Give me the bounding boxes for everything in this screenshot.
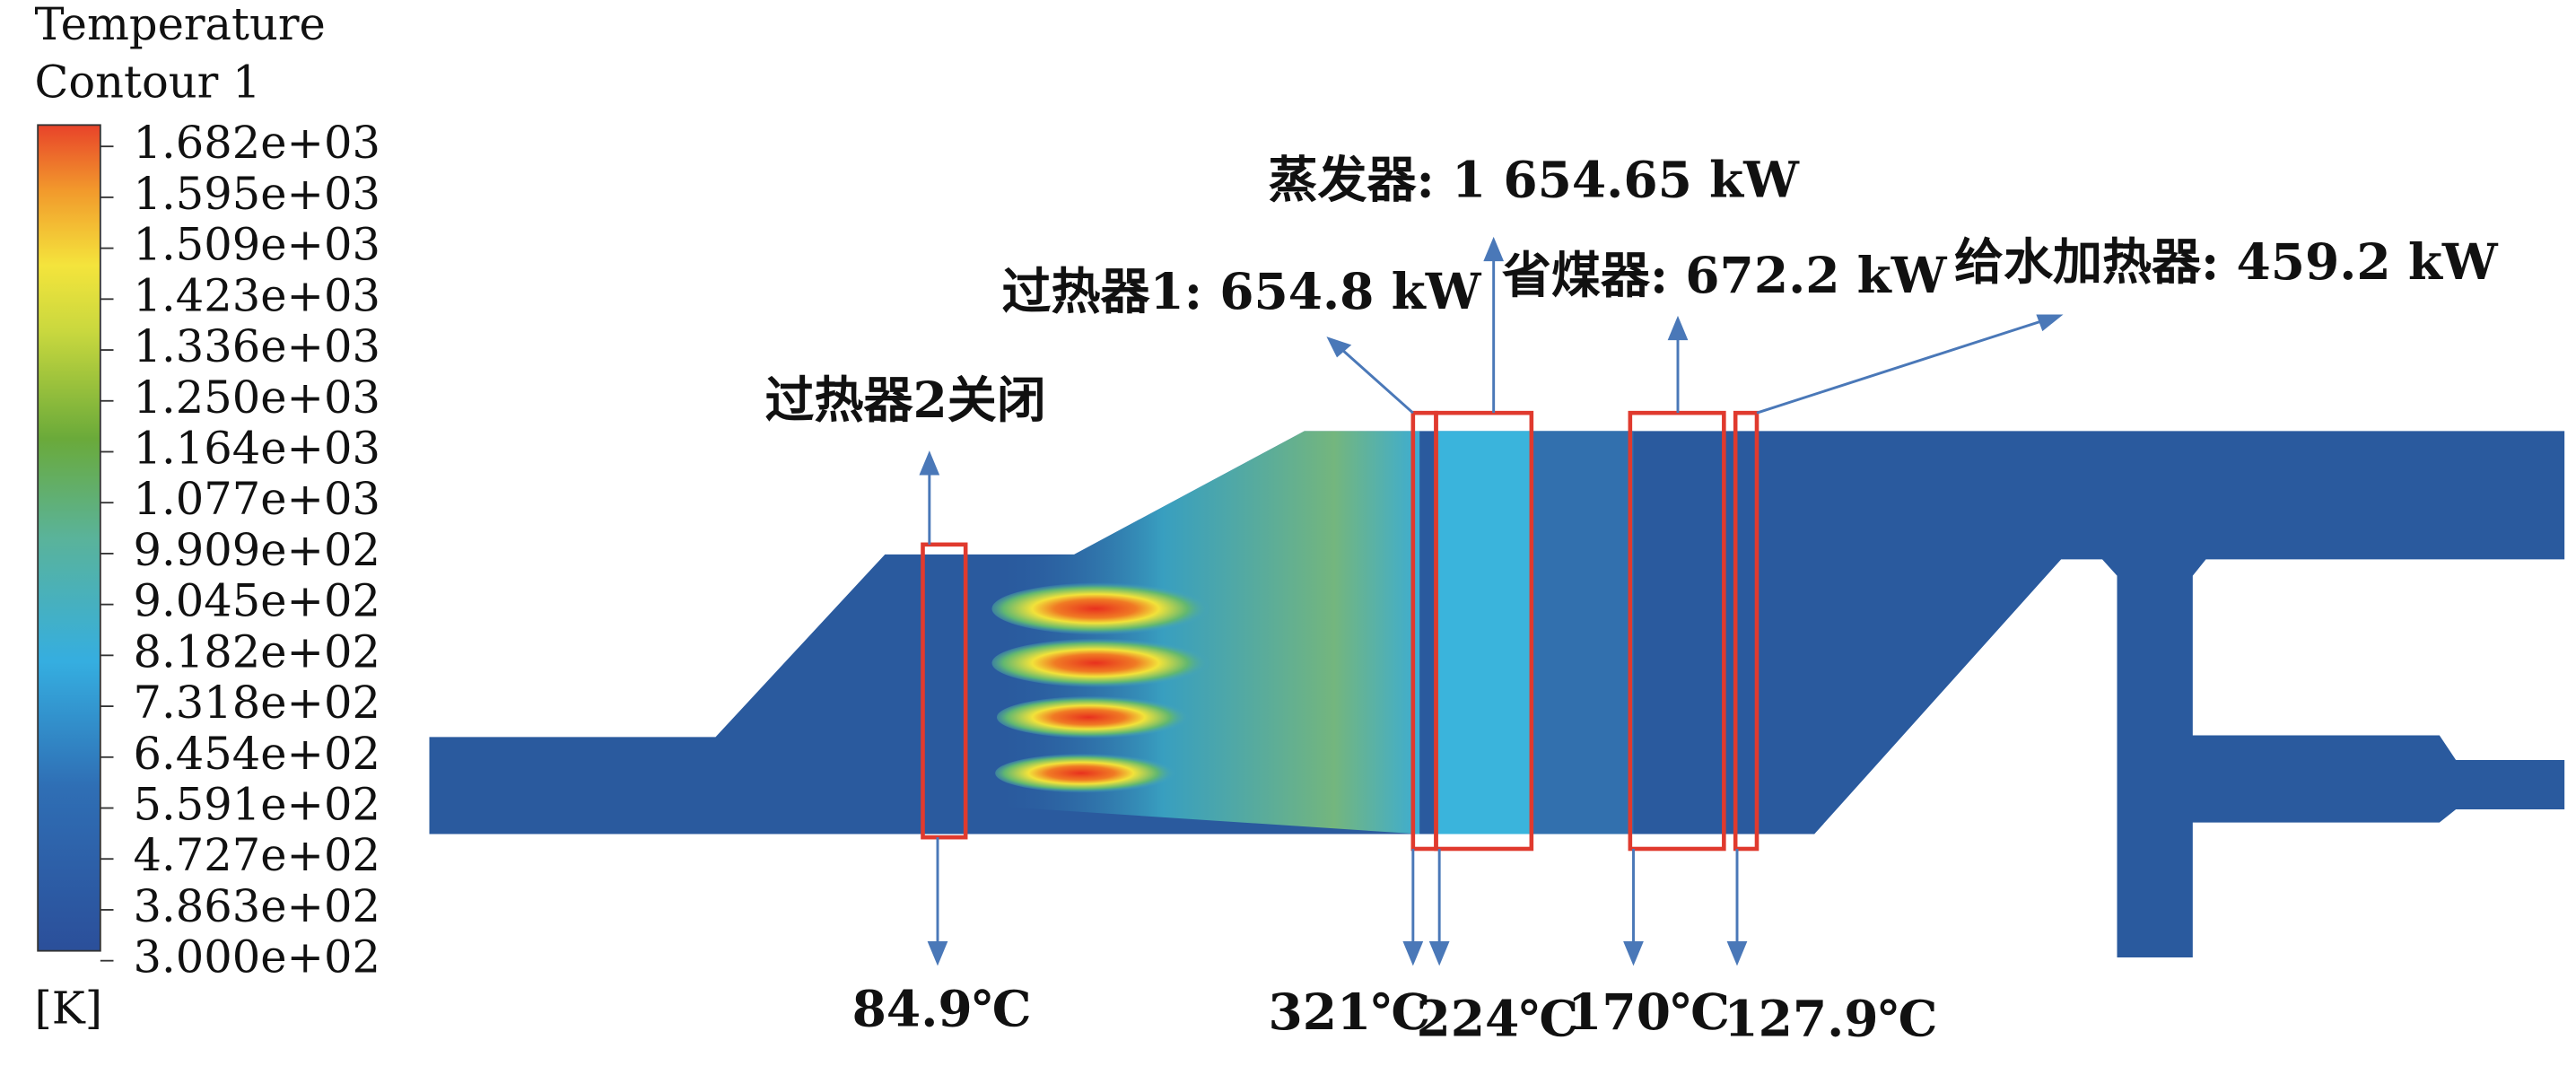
- colorbar-label: 3.863e+02: [134, 880, 380, 932]
- temperature-label: 170℃: [1567, 983, 1730, 1041]
- temperature-label: 321℃: [1269, 983, 1431, 1041]
- legend-subtitle: Contour 1: [35, 56, 261, 108]
- legend-unit: [K]: [35, 983, 103, 1035]
- legend-title: Temperature: [35, 0, 326, 50]
- annotation: 过热器2关闭: [765, 371, 1046, 429]
- colorbar-label: 1.423e+03: [134, 269, 380, 321]
- annotation: 过热器1: 654.8 kW: [1002, 262, 1482, 320]
- box: [921, 542, 968, 840]
- temperature-label: 224℃: [1417, 989, 1579, 1047]
- colorbar-label: 9.909e+02: [134, 524, 380, 576]
- flame: [997, 695, 1201, 739]
- colorbar-label: 4.727e+02: [134, 829, 380, 881]
- flame: [991, 638, 1223, 688]
- colorbar-label: 7.318e+02: [134, 677, 380, 729]
- temperature-label: 84.9℃: [852, 979, 1032, 1037]
- colorbar-label: 8.182e+02: [134, 625, 380, 677]
- colorbar-label: 6.454e+02: [134, 728, 380, 780]
- flames: [991, 582, 1223, 793]
- economizer-zone: [1531, 431, 1634, 834]
- colorbar: [37, 124, 101, 952]
- colorbar-label: 1.682e+03: [134, 117, 380, 169]
- evaporator-zone: [1436, 431, 1532, 834]
- flame: [995, 753, 1186, 793]
- box: [1733, 410, 1760, 852]
- colorbar-label: 1.336e+03: [134, 320, 380, 372]
- annotation: 蒸发器: 1 654.65 kW: [1269, 150, 1801, 208]
- colorbar-label: 1.250e+03: [134, 371, 380, 424]
- colorbar-label: 9.045e+02: [134, 575, 380, 627]
- colorbar-label: 1.595e+03: [134, 168, 380, 220]
- colorbar-label: 1.164e+03: [134, 422, 380, 474]
- annotation: 省煤器: 672.2 kW: [1502, 246, 1948, 304]
- flame: [991, 582, 1223, 635]
- temperature-label: 127.9℃: [1724, 989, 1937, 1047]
- heater-boxes: [921, 410, 1760, 852]
- arrows: [919, 236, 2064, 966]
- box: [1434, 410, 1534, 852]
- colorbar-label: 1.509e+03: [134, 219, 380, 271]
- colorbar-label: 5.591e+02: [134, 779, 380, 831]
- colorbar-label: 1.077e+03: [134, 473, 380, 525]
- annotation: 给水加热器: 459.2 kW: [1954, 232, 2499, 291]
- colorbar-label: 3.000e+02: [134, 931, 380, 983]
